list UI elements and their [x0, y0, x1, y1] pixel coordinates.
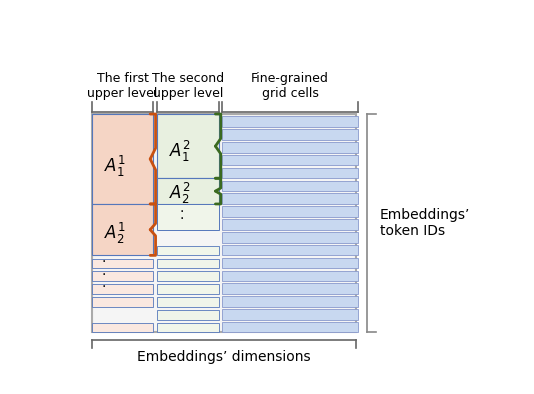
- Bar: [157, 271, 219, 281]
- Text: ·: ·: [179, 212, 184, 227]
- Bar: [222, 258, 358, 268]
- Bar: [222, 245, 358, 255]
- Text: Embeddings’ dimensions: Embeddings’ dimensions: [137, 350, 311, 364]
- Bar: [157, 323, 219, 333]
- Bar: [222, 180, 358, 191]
- Bar: [157, 258, 219, 268]
- Bar: [222, 232, 358, 243]
- Bar: [222, 142, 358, 152]
- Text: The first
upper level: The first upper level: [88, 72, 158, 100]
- Text: $A^1_2$: $A^1_2$: [104, 221, 126, 246]
- Bar: [222, 322, 358, 333]
- Text: ·: ·: [179, 204, 184, 219]
- Bar: [222, 271, 358, 281]
- Bar: [157, 310, 219, 320]
- Bar: [92, 284, 153, 294]
- Bar: [157, 178, 219, 204]
- Text: $A^2_1$: $A^2_1$: [169, 139, 191, 164]
- Bar: [222, 296, 358, 307]
- Bar: [157, 246, 219, 255]
- Bar: [92, 323, 153, 333]
- Bar: [222, 309, 358, 320]
- Text: $A^1_1$: $A^1_1$: [104, 154, 126, 179]
- Bar: [157, 204, 219, 230]
- Bar: [157, 284, 219, 294]
- Text: ·: ·: [102, 268, 106, 282]
- Bar: [157, 114, 219, 178]
- Text: ·: ·: [102, 255, 106, 269]
- Bar: [222, 129, 358, 140]
- Bar: [92, 271, 153, 281]
- Bar: [157, 297, 219, 307]
- Bar: [222, 283, 358, 294]
- Bar: [222, 219, 358, 230]
- Text: ·: ·: [102, 281, 106, 294]
- Text: $A^2_2$: $A^2_2$: [169, 180, 191, 206]
- Text: Fine-grained
grid cells: Fine-grained grid cells: [251, 72, 329, 100]
- Bar: [222, 206, 358, 217]
- Text: Embeddings’
token IDs: Embeddings’ token IDs: [380, 208, 470, 238]
- Bar: [92, 114, 357, 333]
- Bar: [92, 114, 153, 204]
- Bar: [92, 297, 153, 307]
- Bar: [222, 116, 358, 127]
- Bar: [222, 168, 358, 178]
- Bar: [222, 155, 358, 165]
- Bar: [92, 258, 153, 268]
- Text: The second
upper level: The second upper level: [152, 72, 224, 100]
- Bar: [222, 193, 358, 204]
- Bar: [92, 204, 153, 255]
